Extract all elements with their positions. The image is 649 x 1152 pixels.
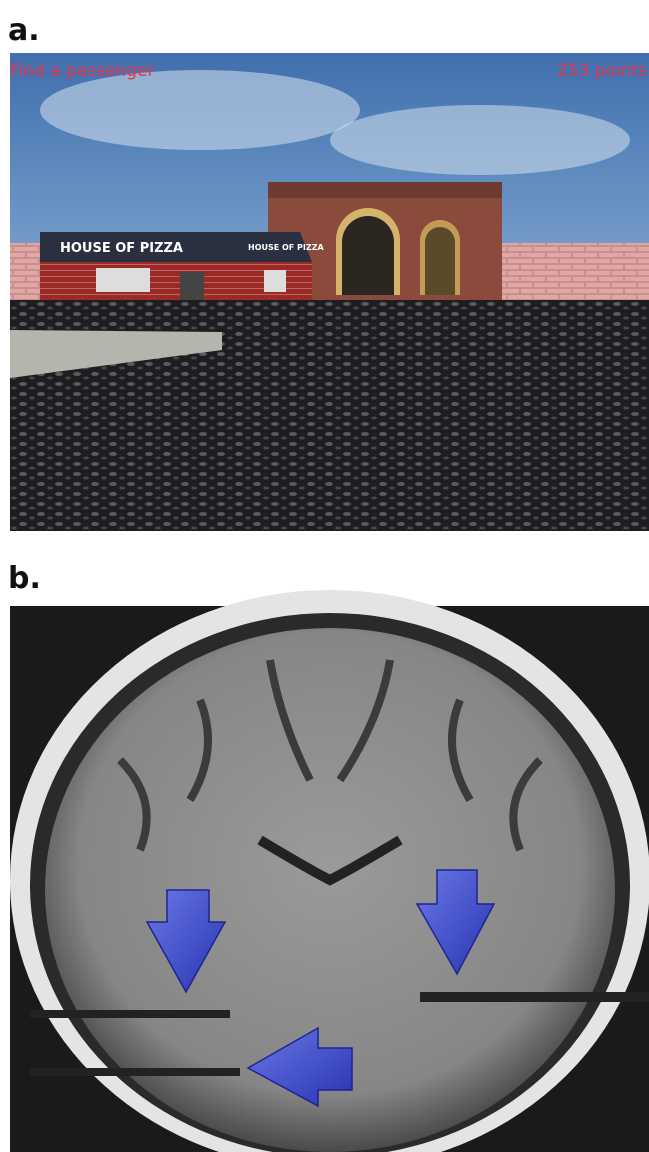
sign-text: HOUSE OF PIZZA xyxy=(60,241,183,256)
figure: a. HOUSE OF PIZZA HOUSE OF PIZZA Find a … xyxy=(0,0,649,1152)
panel-label: a. xyxy=(8,13,40,48)
panel-label: b. xyxy=(8,561,41,596)
mri-scan xyxy=(10,590,649,1152)
page: {"panels": [ {"label": "a.", "hud": {"ta… xyxy=(0,0,649,1152)
hud-task: Find a passenger xyxy=(10,61,154,81)
hud-score: 253 points xyxy=(557,61,647,81)
game-scene: HOUSE OF PIZZA HOUSE OF PIZZA Find a pas… xyxy=(10,53,649,531)
sign-text: HOUSE OF PIZZA xyxy=(248,243,324,252)
